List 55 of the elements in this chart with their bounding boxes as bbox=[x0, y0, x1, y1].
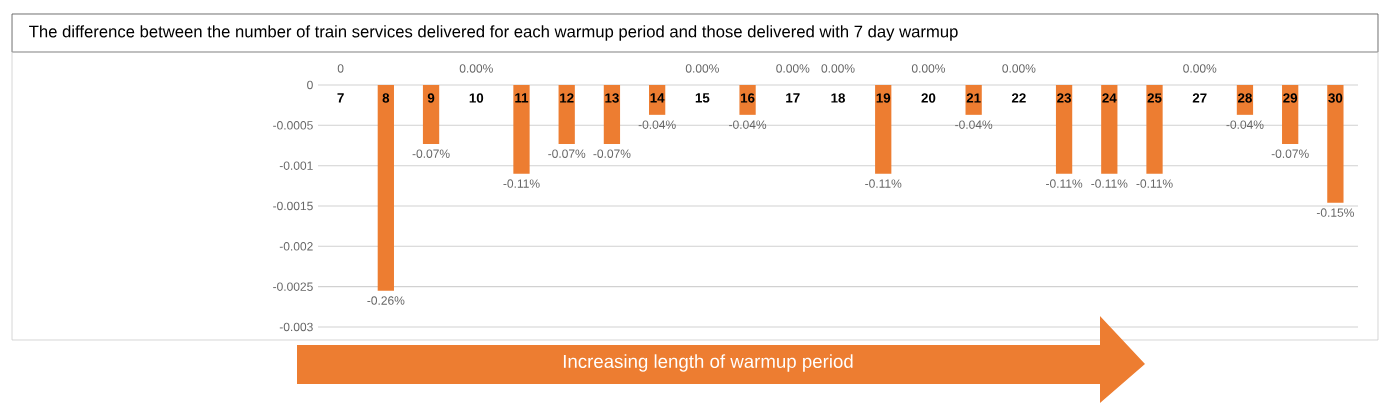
x-tick-label: 9 bbox=[427, 93, 435, 103]
x-tick-label: 13 bbox=[605, 93, 619, 103]
x-tick-label: 23 bbox=[1057, 93, 1072, 103]
data-label: 0.00% bbox=[776, 64, 810, 73]
data-label: -0.07% bbox=[548, 149, 586, 158]
x-tick-label: 28 bbox=[1237, 93, 1252, 103]
x-tick-label: 30 bbox=[1328, 93, 1343, 103]
y-tick-label: -0.0015 bbox=[273, 201, 313, 211]
y-tick-label: -0.003 bbox=[279, 322, 313, 332]
chart-title: The difference between the number of train services delivered for each warmup period and those delivered with 7 day warmup bbox=[29, 25, 958, 41]
data-label: -0.11% bbox=[1091, 179, 1128, 188]
x-tick-label: 8 bbox=[382, 93, 390, 103]
x-tick-label: 15 bbox=[695, 93, 710, 103]
x-tick-label: 22 bbox=[1011, 93, 1026, 103]
data-label: 0 bbox=[337, 64, 344, 73]
x-tick-label: 18 bbox=[831, 93, 846, 103]
data-label: -0.26% bbox=[367, 296, 405, 305]
y-tick-label: 0 bbox=[307, 80, 313, 90]
data-label: 0.00% bbox=[1002, 64, 1036, 73]
x-tick-label: 12 bbox=[560, 93, 574, 103]
data-label: -0.07% bbox=[593, 149, 631, 158]
x-tick-label: 24 bbox=[1102, 93, 1117, 103]
y-tick-label: -0.002 bbox=[279, 242, 313, 251]
data-label: -0.07% bbox=[412, 149, 450, 158]
x-tick-label: 29 bbox=[1283, 93, 1298, 103]
y-tick-label: -0.0025 bbox=[273, 282, 313, 291]
x-tick-label: 11 bbox=[515, 93, 529, 103]
y-tick-label: -0.0005 bbox=[273, 121, 313, 130]
x-tick-label: 14 bbox=[650, 93, 665, 103]
data-label: -0.15% bbox=[1316, 208, 1354, 217]
x-tick-label: 25 bbox=[1147, 93, 1162, 103]
x-tick-label: 27 bbox=[1192, 93, 1207, 103]
data-label: -0.04% bbox=[729, 120, 767, 129]
data-label: -0.11% bbox=[503, 179, 540, 188]
data-label: -0.04% bbox=[955, 120, 993, 129]
x-tick-label: 17 bbox=[786, 93, 800, 103]
data-label: -0.04% bbox=[1226, 120, 1264, 129]
data-label: 0.00% bbox=[821, 64, 855, 73]
data-label: -0.11% bbox=[865, 179, 902, 188]
data-label: -0.04% bbox=[638, 120, 676, 129]
data-label: 0.00% bbox=[459, 64, 493, 73]
x-tick-label: 20 bbox=[921, 93, 936, 103]
text: Increasing length of warmup period bbox=[563, 354, 853, 372]
y-tick-label: -0.001 bbox=[279, 161, 313, 170]
x-tick-label: 19 bbox=[876, 93, 891, 103]
x-tick-label: 21 bbox=[966, 93, 981, 103]
data-label: -0.11% bbox=[1046, 179, 1083, 188]
x-tick-label: 16 bbox=[740, 93, 755, 103]
x-tick-label: 10 bbox=[469, 93, 484, 103]
data-label: -0.07% bbox=[1271, 149, 1309, 158]
data-label: 0.00% bbox=[911, 64, 946, 73]
x-tick-label: 7 bbox=[337, 93, 344, 103]
data-label: 0.00% bbox=[685, 64, 719, 73]
data-label: -0.11% bbox=[1136, 179, 1173, 188]
data-label: 0.00% bbox=[1183, 64, 1217, 73]
